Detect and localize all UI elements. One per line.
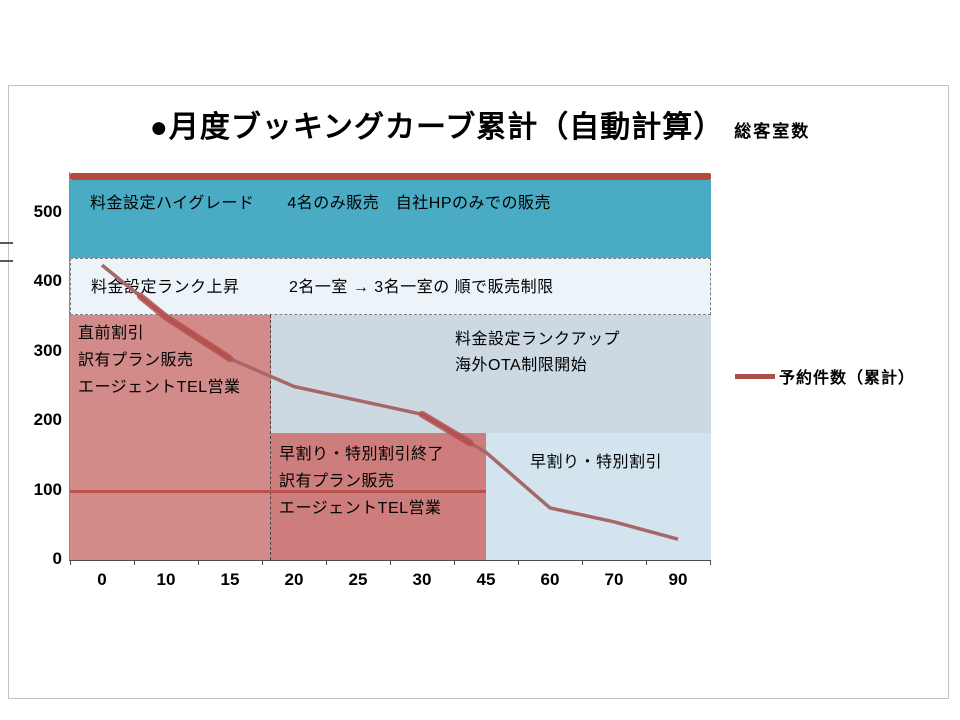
zone-text: 訳有プラン販売 xyxy=(78,352,194,369)
x-axis-tick-mark xyxy=(710,561,711,565)
x-axis-tick-label: 90 xyxy=(668,570,688,589)
x-axis-tick-label: 60 xyxy=(540,570,560,589)
x-axis-tick-mark xyxy=(646,561,647,565)
x-axis-tick-mark xyxy=(262,561,263,565)
x-axis-tick-mark xyxy=(134,561,135,565)
zone-text: エージェントTEL営業 xyxy=(279,500,442,517)
x-axis-line xyxy=(69,560,711,561)
zone-last-minute-discount: 直前割引 訳有プラン販売 エージェントTEL営業 xyxy=(70,315,271,560)
x-axis-tick-label: 15 xyxy=(220,570,240,589)
title-row: ●月度ブッキングカーブ累計（自動計算） 総客室数 xyxy=(0,102,960,146)
x-axis-tick-mark xyxy=(70,561,71,565)
total-rooms-label: 総客室数 xyxy=(734,122,811,141)
x-axis-tick-label: 10 xyxy=(156,570,176,589)
y-axis-tick-label: 100 xyxy=(33,479,62,499)
reference-line-100 xyxy=(70,489,486,493)
edge-tick-mark xyxy=(0,242,13,244)
x-axis-tick-mark xyxy=(518,561,519,565)
zone-highgrade: 料金設定ハイグレード 4名のみ販売 自社HPのみでの販売 xyxy=(70,180,711,258)
x-axis-tick-mark xyxy=(582,561,583,565)
x-axis-tick-label: 45 xyxy=(476,570,496,589)
zone-text: 早割り・特別割引終了 xyxy=(279,446,445,463)
legend-label: 予約件数（累計） xyxy=(779,370,916,387)
zone-rank-up-band: 料金設定ランク上昇 2名一室 → 3名一室の 順で販売制限 xyxy=(70,258,711,315)
y-axis-line xyxy=(69,172,70,561)
chart-title: ●月度ブッキングカーブ累計（自動計算） xyxy=(149,111,725,144)
zone-text: エージェントTEL営業 xyxy=(78,379,241,396)
x-axis-tick-label: 25 xyxy=(348,570,368,589)
y-axis-tick-label: 400 xyxy=(33,271,62,291)
y-axis-tick-label: 500 xyxy=(33,202,62,221)
x-axis-tick-label: 30 xyxy=(412,570,432,589)
edge-tick-mark xyxy=(0,260,13,262)
total-rooms-capacity-line xyxy=(70,173,711,181)
x-axis-tick-label: 70 xyxy=(604,570,624,589)
zone-early-discount-end: 早割り・特別割引終了 訳有プラン販売 エージェントTEL営業 xyxy=(271,433,486,560)
zone-text: 海外OTA制限開始 xyxy=(455,357,588,374)
zone-early-discount: 早割り・特別割引 xyxy=(486,433,711,560)
zone-text: 料金設定ランクアップ xyxy=(455,331,621,348)
x-axis-tick-mark xyxy=(390,561,391,565)
zone-rank-up-ota-limit: 料金設定ランクアップ 海外OTA制限開始 xyxy=(271,315,711,433)
x-axis-tick-mark xyxy=(326,561,327,565)
legend-line-sample xyxy=(735,373,775,379)
y-axis-tick-label: 200 xyxy=(33,410,62,430)
zone-text: 料金設定ランク上昇 2名一室 → 3名一室の 順で販売制限 xyxy=(91,279,554,296)
legend: 予約件数（累計） xyxy=(735,364,915,388)
x-axis-tick-label: 0 xyxy=(97,570,107,589)
y-axis-tick-label: 0 xyxy=(52,549,62,568)
y-axis-tick-label: 300 xyxy=(33,340,62,360)
x-axis-tick-mark xyxy=(454,561,455,565)
zone-text: 早割り・特別割引 xyxy=(530,454,663,471)
x-axis-tick-mark xyxy=(198,561,199,565)
zone-text: 直前割引 xyxy=(78,325,145,342)
x-axis-tick-label: 20 xyxy=(284,570,304,589)
zone-text: 料金設定ハイグレード 4名のみ販売 自社HPのみでの販売 xyxy=(90,195,551,212)
